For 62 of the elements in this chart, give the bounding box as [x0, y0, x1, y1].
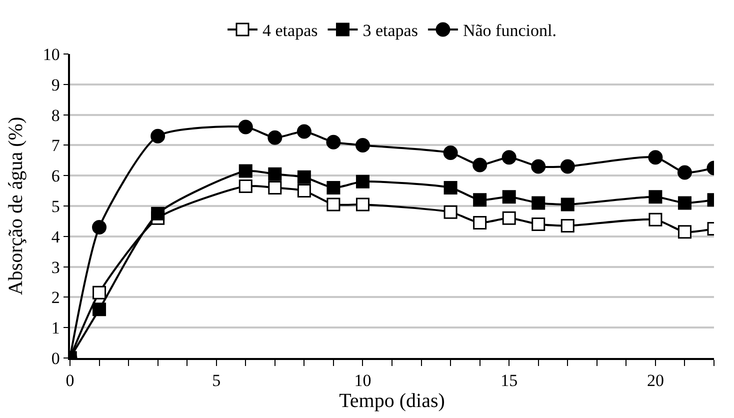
point: [326, 198, 340, 212]
point: [150, 128, 166, 144]
point: [151, 206, 165, 220]
point: [678, 225, 692, 239]
point: [238, 120, 253, 134]
y-tick-label: 8: [51, 106, 60, 125]
point: [92, 220, 107, 235]
x-axis-title: Tempo (dias): [339, 390, 445, 412]
point: [443, 146, 458, 160]
point: [472, 158, 488, 172]
point: [444, 181, 458, 195]
point: [532, 196, 546, 210]
x-tick-label: 15: [500, 371, 518, 390]
y-tick-label: 9: [51, 75, 60, 94]
point: [326, 134, 341, 150]
point: [678, 196, 692, 210]
point: [648, 190, 662, 204]
point: [355, 138, 370, 152]
y-tick-label: 1: [51, 318, 60, 338]
point: [268, 167, 282, 181]
point: [268, 130, 282, 145]
point: [238, 179, 252, 193]
point: [297, 184, 311, 198]
point: [648, 212, 662, 226]
y-tick-label: 7: [51, 136, 60, 156]
point: [473, 216, 487, 230]
point: [297, 170, 311, 184]
y-tick-label: 3: [51, 258, 60, 277]
y-tick-label: 0: [51, 348, 60, 368]
legend-label: 3 etapas: [362, 21, 418, 40]
point: [296, 124, 312, 139]
point: [648, 150, 663, 165]
point: [502, 190, 516, 204]
point: [560, 219, 574, 233]
legend-label: Não funcionl.: [462, 21, 556, 40]
point: [473, 193, 487, 207]
point: [532, 217, 546, 231]
point: [356, 174, 370, 188]
point: [356, 198, 370, 212]
y-tick-label: 6: [51, 166, 60, 186]
x-tick-label: 0: [66, 371, 74, 390]
point: [502, 150, 516, 165]
point: [92, 286, 106, 300]
point: [326, 181, 340, 195]
legend-label: 4 etapas: [262, 21, 318, 40]
point: [444, 205, 458, 219]
x-tick-label: 10: [354, 371, 372, 390]
y-tick-label: 2: [51, 288, 60, 308]
y-axis-title: Absorção de água (%): [4, 116, 27, 296]
y-tick-label: 5: [51, 196, 60, 216]
x-tick-label: 20: [646, 371, 664, 390]
point: [677, 165, 692, 180]
y-tick-label: 4: [51, 227, 60, 246]
point: [531, 159, 546, 174]
point: [502, 211, 516, 225]
x-tick-label: 5: [212, 371, 221, 390]
point: [92, 302, 106, 316]
y-tick-label: 10: [42, 44, 60, 64]
point: [268, 181, 282, 195]
point: [560, 159, 575, 174]
point: [560, 198, 574, 212]
point: [238, 164, 252, 178]
